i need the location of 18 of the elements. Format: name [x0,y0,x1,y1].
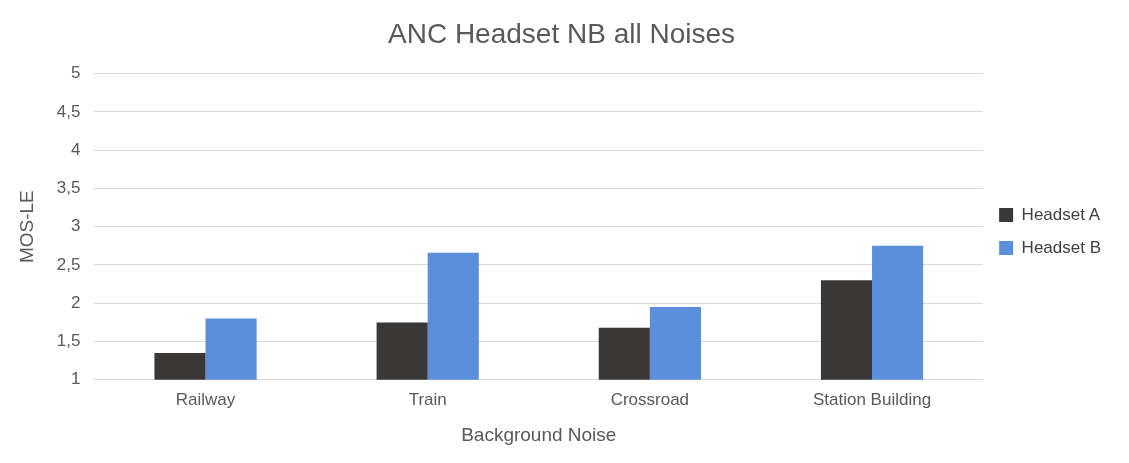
x-axis-title: Background Noise [461,423,617,445]
chart-title: ANC Headset NB all Noises [387,17,736,49]
y-tick-label: 1,5 [56,331,81,351]
y-tick-label: 3,5 [56,178,81,198]
x-tick-label: Crossroad [610,389,690,409]
legend-label: Headset B [1021,237,1102,257]
y-tick-label: 1 [70,369,81,389]
x-tick-label: Train [408,389,447,409]
x-tick-label: Station Building [812,389,932,409]
y-tick-label: 3 [70,216,81,236]
y-axis-title: MOS-LE [15,190,37,264]
legend-label: Headset A [1021,204,1101,224]
y-tick-label: 5 [70,63,81,83]
y-tick-label: 2,5 [56,254,81,274]
y-tick-label: 4 [70,139,81,159]
y-tick-label: 4,5 [56,101,81,121]
x-tick-label: Railway [175,389,236,409]
y-tick-label: 2 [70,292,81,312]
